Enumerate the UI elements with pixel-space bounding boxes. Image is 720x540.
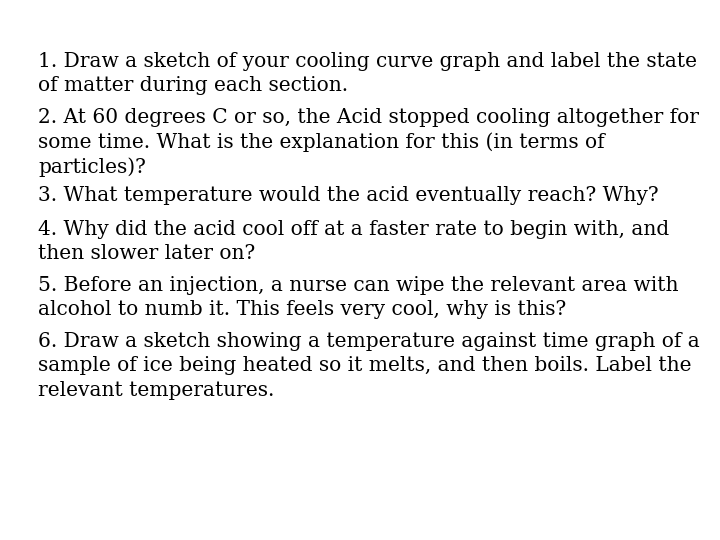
Text: 5. Before an injection, a nurse can wipe the relevant area with
alcohol to numb : 5. Before an injection, a nurse can wipe… bbox=[38, 276, 678, 319]
Text: 2. At 60 degrees C or so, the Acid stopped cooling altogether for
some time. Wha: 2. At 60 degrees C or so, the Acid stopp… bbox=[38, 108, 699, 177]
Text: 6. Draw a sketch showing a temperature against time graph of a
sample of ice bei: 6. Draw a sketch showing a temperature a… bbox=[38, 332, 700, 400]
Text: 4. Why did the acid cool off at a faster rate to begin with, and
then slower lat: 4. Why did the acid cool off at a faster… bbox=[38, 220, 670, 263]
Text: 1. Draw a sketch of your cooling curve graph and label the state
of matter durin: 1. Draw a sketch of your cooling curve g… bbox=[38, 52, 697, 95]
Text: 3. What temperature would the acid eventually reach? Why?: 3. What temperature would the acid event… bbox=[38, 186, 659, 205]
